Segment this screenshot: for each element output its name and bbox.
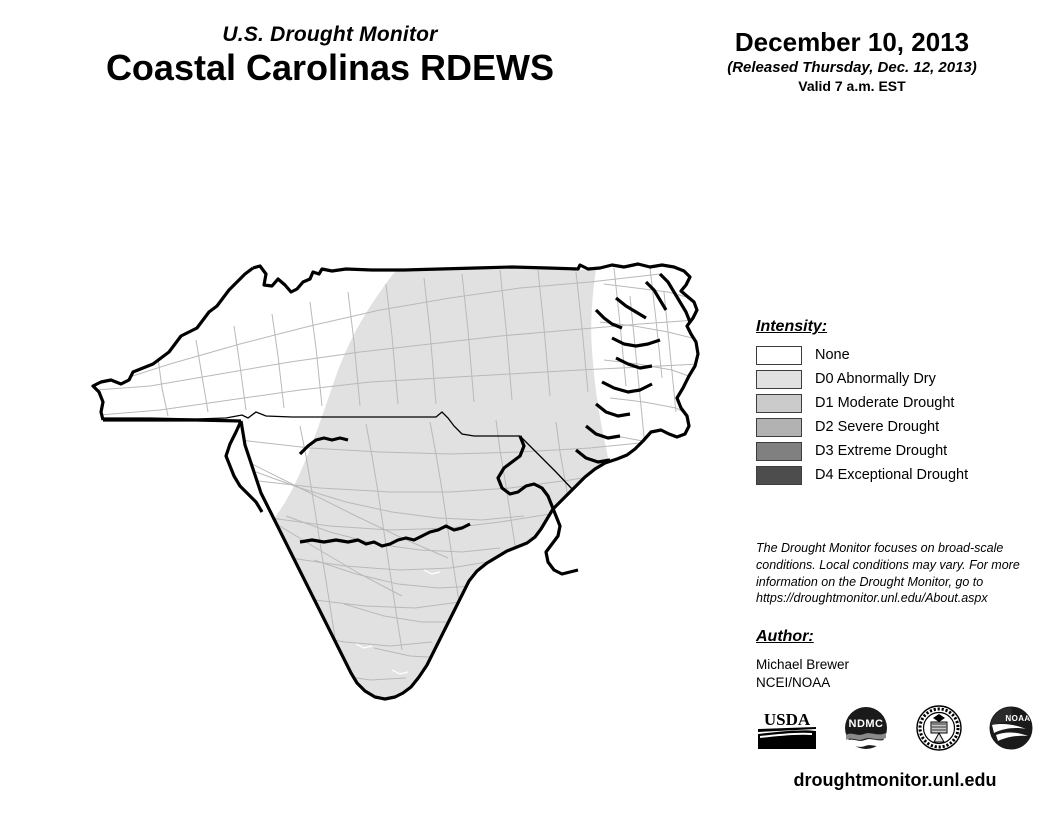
legend-swatch-d1	[756, 393, 802, 413]
legend-label-d4: D4 Exceptional Drought	[815, 467, 969, 483]
water-features	[355, 569, 441, 675]
author-block: Author: Michael Brewer NCEI/NOAA	[756, 628, 1026, 692]
legend-label-d0: D0 Abnormally Dry	[815, 371, 936, 387]
map-svg[interactable]	[0, 240, 745, 715]
legend-label-d3: D3 Extreme Drought	[815, 443, 948, 459]
legend-item-d0[interactable]: D0 Abnormally Dry	[756, 367, 1036, 391]
author-affiliation: NCEI/NOAA	[756, 675, 831, 691]
legend-item-d3[interactable]: D3 Extreme Drought	[756, 439, 1036, 463]
ndmc-logo[interactable]: NDMC	[843, 705, 889, 756]
legend-item-none[interactable]: None	[756, 343, 1036, 367]
disclaimer-text: The Drought Monitor focuses on broad-sca…	[756, 541, 1020, 606]
drought-map[interactable]	[0, 240, 745, 715]
legend-title: Intensity:	[756, 318, 828, 335]
legend-label-d2: D2 Severe Drought	[815, 419, 940, 435]
legend-swatch-d4	[756, 465, 802, 485]
legend-label-d1: D1 Moderate Drought	[815, 395, 955, 411]
header-left: U.S. Drought Monitor Coastal Carolinas R…	[0, 23, 660, 89]
valid-time: Valid 7 a.m. EST	[798, 78, 906, 95]
page-title: Coastal Carolinas RDEWS	[105, 47, 555, 89]
legend-label-none: None	[815, 347, 850, 363]
unl-seal-logo[interactable]	[915, 704, 963, 757]
none-area-east-coast	[595, 268, 699, 518]
program-subtitle: U.S. Drought Monitor	[222, 23, 438, 46]
site-url[interactable]: droughtmonitor.unl.edu	[793, 770, 997, 790]
legend-swatch-d3	[756, 441, 802, 461]
logo-row: USDA NDMC NOAA	[756, 704, 1034, 756]
svg-text:NDMC: NDMC	[849, 718, 884, 730]
svg-text:NOAA: NOAA	[1005, 714, 1030, 723]
legend: Intensity: None D0 Abnormally Dry D1 Mod…	[756, 318, 1036, 487]
header-right: December 10, 2013 (Released Thursday, De…	[672, 28, 1032, 94]
author-heading: Author:	[756, 628, 814, 645]
rdews-boundary	[91, 262, 700, 701]
legend-item-d4[interactable]: D4 Exceptional Drought	[756, 463, 1036, 487]
usda-logo[interactable]: USDA	[756, 704, 818, 756]
author-name: Michael Brewer	[756, 657, 850, 672]
legend-swatch-none	[756, 345, 802, 365]
svg-text:USDA: USDA	[764, 710, 811, 729]
map-date: December 10, 2013	[734, 27, 970, 57]
legend-item-d2[interactable]: D2 Severe Drought	[756, 415, 1036, 439]
legend-swatch-d2	[756, 417, 802, 437]
noaa-logo[interactable]: NOAA	[988, 705, 1034, 756]
release-date: (Released Thursday, Dec. 12, 2013)	[727, 58, 977, 76]
legend-item-d1[interactable]: D1 Moderate Drought	[756, 391, 1036, 415]
legend-swatch-d0	[756, 369, 802, 389]
